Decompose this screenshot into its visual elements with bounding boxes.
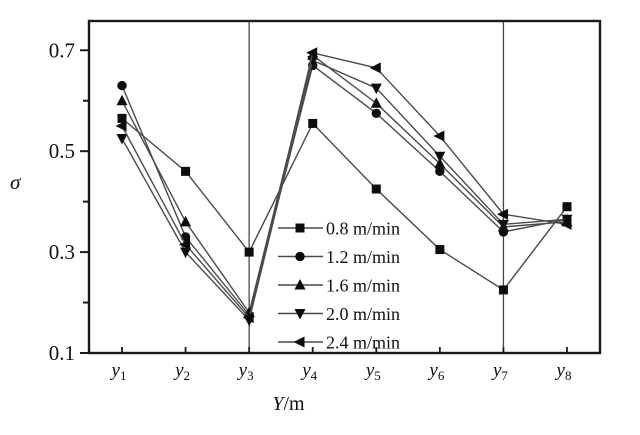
- x-axis-tick-label: y8: [555, 360, 572, 383]
- triangle-left-marker: [179, 239, 191, 251]
- triangle-left-marker: [369, 62, 381, 74]
- square-marker: [435, 245, 445, 255]
- triangle-left-marker: [560, 218, 572, 230]
- series-2-4-m-min: [115, 47, 572, 324]
- legend-item: 0.8 m/min: [278, 219, 400, 239]
- legend-label: 1.2 m/min: [326, 247, 400, 267]
- y-axis-tick-label: 0.3: [49, 240, 75, 264]
- x-axis-tick-label: y2: [173, 360, 190, 383]
- legend-label: 1.6 m/min: [326, 276, 400, 296]
- triangle-left-legend-marker: [293, 336, 305, 348]
- circle-marker: [435, 166, 445, 177]
- circle-marker: [371, 108, 381, 119]
- square-marker: [181, 166, 191, 176]
- series-line: [121, 59, 568, 322]
- circle-marker: [117, 80, 127, 91]
- triangle-left-marker: [242, 312, 254, 324]
- y-axis-tick-label: 0.1: [49, 341, 75, 365]
- square-marker: [244, 247, 254, 257]
- y-axis-title: σ: [10, 170, 22, 194]
- series-line: [121, 54, 568, 315]
- y-axis-tick-label: 0.7: [49, 38, 75, 62]
- triangle-down-legend-marker: [294, 309, 306, 320]
- y-axis-tick-label: 0.5: [49, 139, 75, 163]
- triangle-down-marker: [370, 83, 382, 95]
- triangle-left-marker: [433, 130, 445, 142]
- triangle-down-marker: [307, 55, 319, 67]
- plot-border: [87, 19, 602, 355]
- square-marker: [371, 184, 381, 194]
- square-marker: [117, 113, 127, 123]
- triangle-up-legend-marker: [294, 279, 306, 290]
- x-axis-tick-label: y6: [427, 360, 444, 383]
- x-axis-tick-label: y1: [110, 360, 127, 383]
- triangle-left-marker: [306, 47, 318, 59]
- series-line: [121, 51, 568, 320]
- series-2-0-m-min: [116, 55, 573, 327]
- x-axis-tick-label: y5: [364, 360, 381, 383]
- triangle-up-marker: [370, 97, 382, 108]
- triangle-up-marker: [434, 157, 446, 169]
- square-marker: [308, 118, 318, 128]
- triangle-down-marker: [497, 219, 509, 231]
- square-legend-marker: [295, 223, 305, 233]
- legend-label: 2.0 m/min: [326, 304, 400, 324]
- square-marker: [562, 202, 572, 212]
- series-line: [121, 117, 568, 291]
- legend-item: 1.2 m/min: [278, 247, 400, 267]
- triangle-left-marker: [496, 208, 508, 220]
- legend-label: 0.8 m/min: [326, 219, 400, 239]
- x-axis-tick-label: y4: [300, 360, 317, 383]
- legend-label: 2.4 m/min: [326, 333, 400, 353]
- triangle-left-marker: [115, 120, 127, 132]
- triangle-down-marker: [561, 214, 573, 226]
- x-axis-tick-label: y7: [491, 360, 508, 383]
- triangle-up-marker: [116, 94, 128, 106]
- triangle-down-marker: [180, 247, 192, 259]
- legend-item: 2.4 m/min: [278, 333, 400, 353]
- square-marker: [498, 285, 508, 295]
- triangle-down-marker: [116, 134, 128, 145]
- series-0-8-m-min: [117, 113, 572, 295]
- x-axis-tick-label: y3: [237, 360, 254, 383]
- series-line: [121, 64, 568, 317]
- legend-item: 2.0 m/min: [278, 304, 400, 324]
- legend-item: 1.6 m/min: [278, 276, 400, 296]
- triangle-up-marker: [180, 215, 192, 227]
- circle-legend-marker: [295, 251, 305, 262]
- triangle-down-marker: [434, 151, 446, 163]
- x-axis-title: Y/m: [272, 393, 305, 415]
